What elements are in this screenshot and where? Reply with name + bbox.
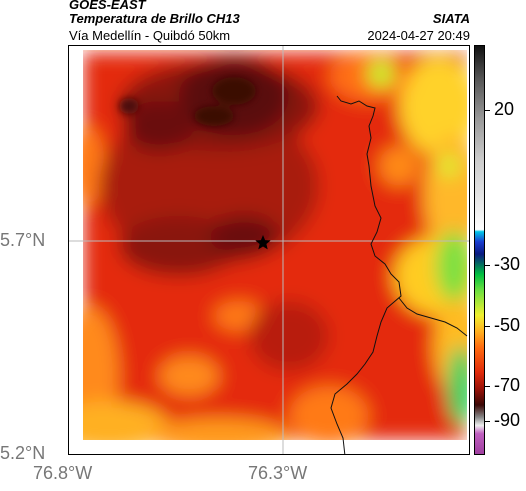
organization-label: SIATA xyxy=(432,11,470,26)
satellite-label: GOES-EAST xyxy=(69,0,146,12)
x-tick-label: 76.8°W xyxy=(33,463,93,483)
colorbar-tick-label: -30 xyxy=(494,254,521,274)
y-tick-label: 5.7°N xyxy=(0,230,46,250)
timestamp: 2024-04-27 20:49 xyxy=(367,28,470,43)
colorbar-tick-label: -90 xyxy=(494,410,521,430)
department-border-branch xyxy=(398,297,468,337)
product-title: Temperatura de Brillo CH13 xyxy=(69,11,240,26)
colorbar-tick-label: 20 xyxy=(494,99,515,119)
colorbar xyxy=(474,45,485,455)
star-icon xyxy=(255,235,271,250)
department-border xyxy=(330,95,402,454)
x-tick-label: 76.3°W xyxy=(248,463,308,483)
route-subtitle: Vía Medellín - Quibdó 50km xyxy=(69,28,231,43)
y-tick-label: 5.2°N xyxy=(0,443,46,463)
colorbar-tick-label: -70 xyxy=(494,375,521,395)
map-canvas xyxy=(69,46,469,454)
colorbar-tick-label: -50 xyxy=(494,315,521,335)
brightness-temperature-map[interactable] xyxy=(68,45,470,455)
